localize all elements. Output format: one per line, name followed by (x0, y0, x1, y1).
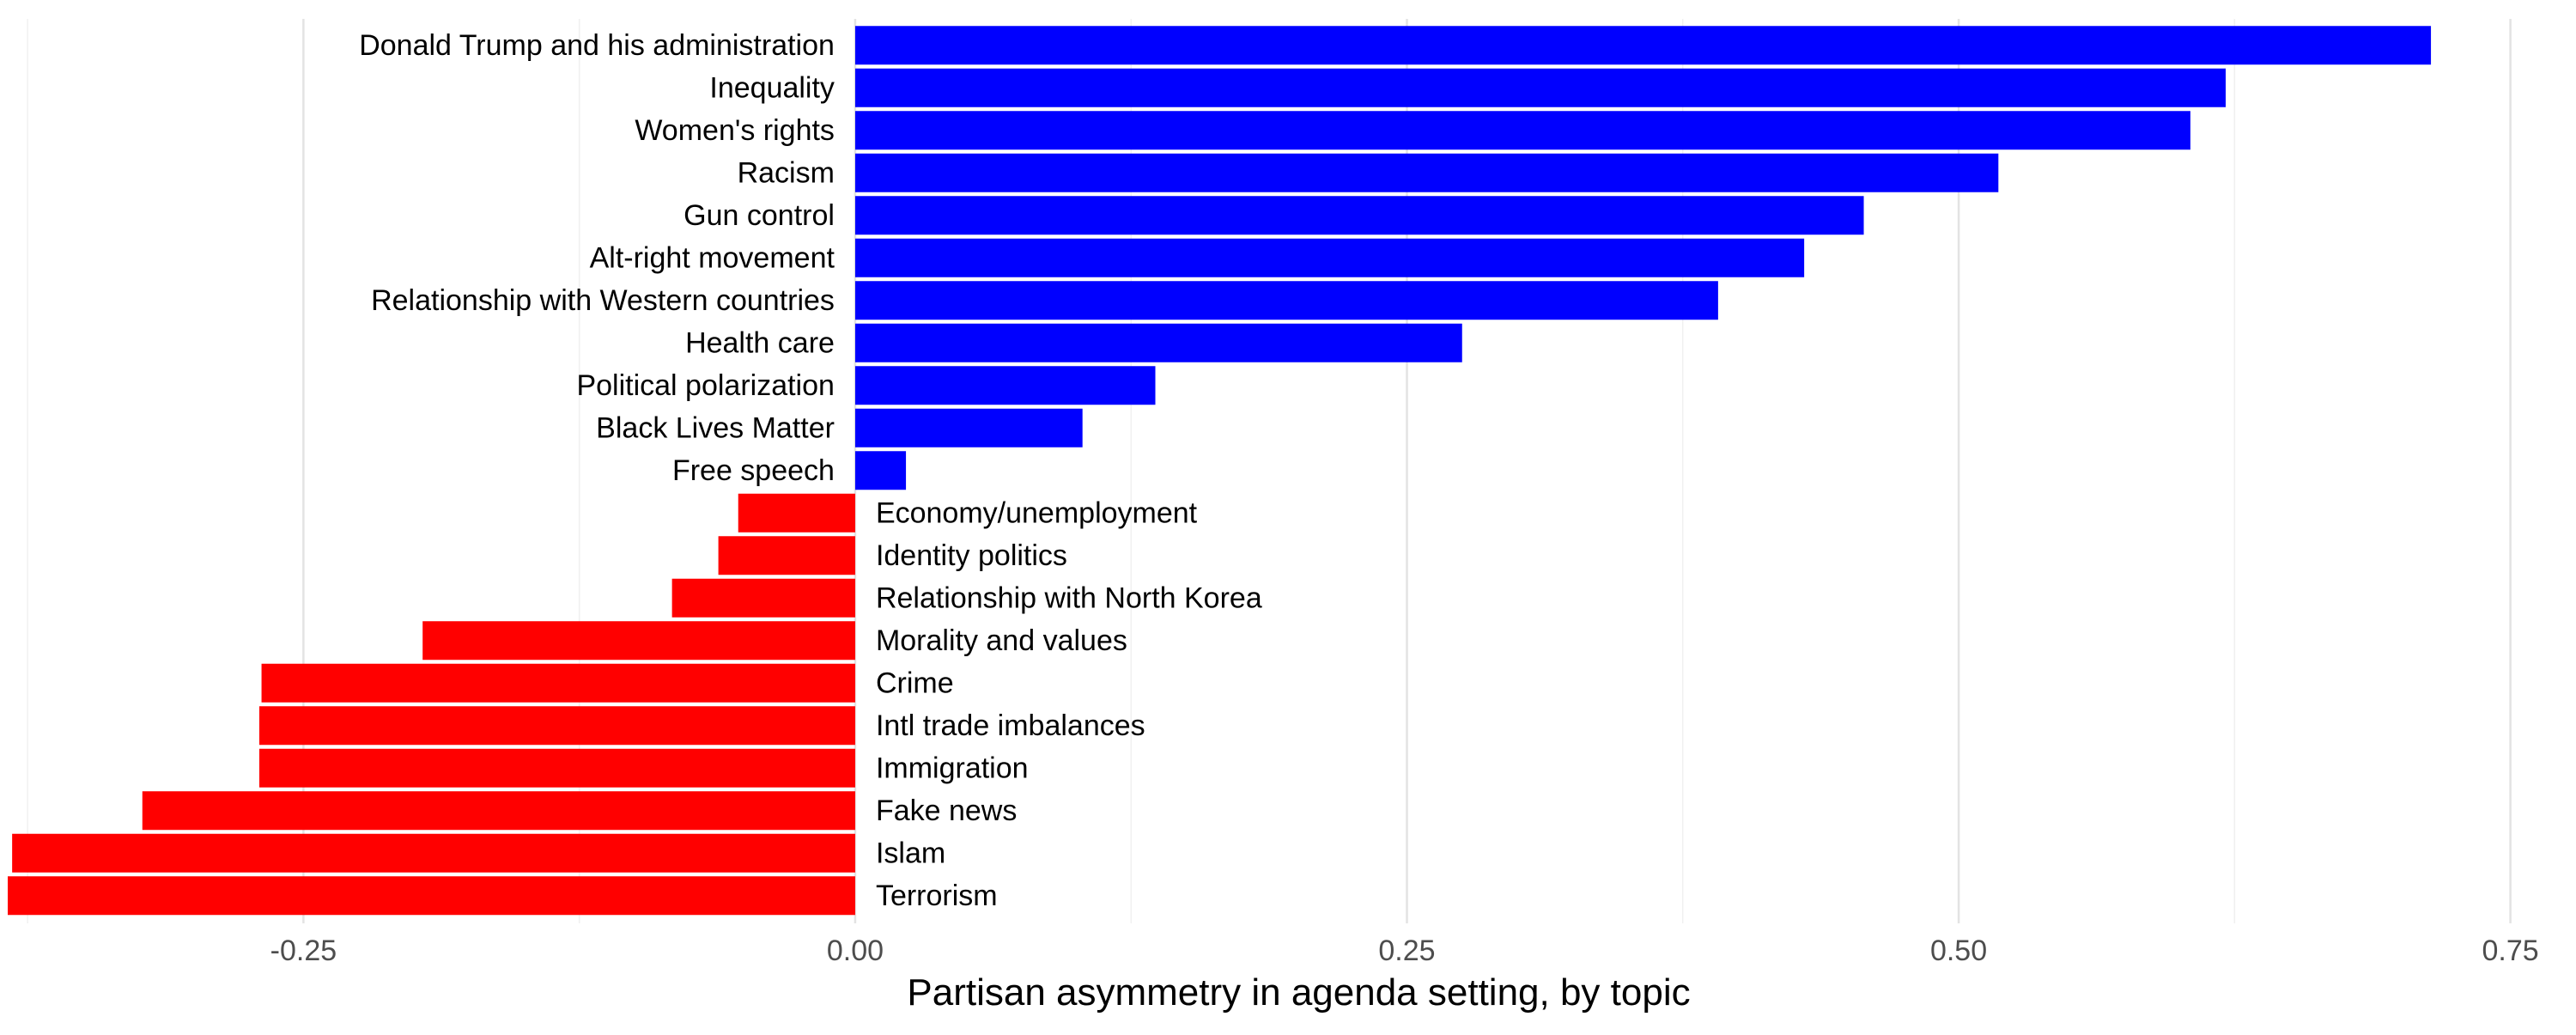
category-label: Alt-right movement (590, 241, 835, 274)
bar (671, 578, 855, 618)
category-label: Islam (876, 837, 945, 869)
bar (738, 493, 855, 533)
category-label: Relationship with Western countries (371, 284, 835, 317)
bar (422, 621, 855, 661)
bar (854, 26, 2432, 65)
bar (854, 408, 1083, 447)
x-tick-label: 0.50 (1930, 935, 1987, 967)
bar (854, 323, 1462, 362)
category-label: Black Lives Matter (596, 411, 835, 444)
category-label: Relationship with North Korea (876, 581, 1262, 614)
category-label: Racism (738, 156, 835, 189)
category-label: Economy/unemployment (876, 496, 1198, 529)
category-label: Free speech (672, 454, 835, 487)
x-axis-ticks: -0.25 0.00 0.25 0.50 0.75 (270, 935, 2539, 967)
bar (718, 536, 855, 575)
x-tick-label: 0.25 (1378, 935, 1435, 967)
bar (261, 663, 855, 703)
bar (7, 876, 855, 916)
bar (854, 111, 2190, 150)
bar (142, 791, 855, 831)
x-tick-label: 0.75 (2482, 935, 2539, 967)
bar (854, 68, 2227, 107)
category-label: Terrorism (876, 880, 998, 912)
bar (854, 281, 1718, 320)
bar (854, 238, 1805, 277)
bar (854, 196, 1864, 235)
bar (854, 366, 1156, 405)
bar (12, 833, 855, 873)
bars (7, 26, 2432, 916)
category-label: Morality and values (876, 624, 1127, 657)
category-label: Immigration (876, 752, 1029, 784)
bar (854, 153, 1999, 192)
category-label: Inequality (709, 71, 835, 104)
category-label: Political polarization (576, 369, 835, 402)
category-label: Fake news (876, 795, 1017, 827)
category-label: Intl trade imbalances (876, 709, 1145, 742)
bar (258, 706, 855, 746)
category-label: Gun control (683, 199, 835, 232)
category-labels: Donald Trump and his administration Inequ… (359, 29, 1262, 912)
bar (854, 451, 907, 490)
category-label: Identity politics (876, 539, 1067, 572)
x-tick-label: -0.25 (270, 935, 337, 967)
bar (258, 748, 855, 788)
x-axis-title: Partisan asymmetry in agenda setting, by… (907, 971, 1690, 1014)
category-label: Women's rights (635, 114, 835, 147)
category-label: Crime (876, 667, 954, 699)
x-tick-label: 0.00 (827, 935, 884, 967)
category-label: Health care (685, 326, 835, 359)
category-label: Donald Trump and his administration (359, 29, 835, 62)
